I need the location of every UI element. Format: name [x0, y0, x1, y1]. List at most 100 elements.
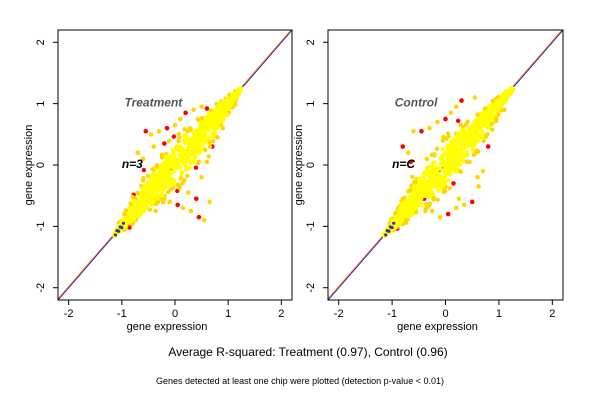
cloud-point: [447, 166, 452, 172]
outlier-point: [435, 119, 440, 125]
cloud-point: [484, 125, 490, 130]
cloud-point: [171, 178, 177, 183]
outlier-point: [191, 107, 196, 113]
cloud-point: [177, 164, 183, 170]
cloud-point: [211, 109, 217, 114]
cloud-point: [183, 165, 189, 170]
x-tick-label: 2: [278, 308, 284, 320]
cloud-point: [122, 211, 127, 217]
cloud-point: [463, 143, 469, 148]
outlier-point: [193, 196, 199, 202]
outlier-point: [476, 184, 481, 189]
cloud-point: [205, 136, 210, 142]
cloud-point: [472, 133, 478, 138]
cloud-point: [176, 139, 181, 144]
cloud-point: [185, 158, 191, 164]
cloud-point: [411, 180, 417, 185]
cloud-point: [223, 106, 229, 111]
cloud-point: [493, 103, 499, 109]
cloud-point: [122, 224, 128, 230]
cloud-point: [407, 210, 413, 216]
outlier-point: [164, 125, 170, 131]
x-tick-label: -2: [64, 308, 74, 320]
x-axis-title: gene expression: [397, 321, 478, 333]
cloud-point: [493, 116, 499, 121]
cloud-point: [483, 134, 488, 140]
cloud-point: [154, 164, 160, 169]
outlier-point: [453, 104, 459, 110]
cloud-point: [157, 172, 162, 177]
cloud-point: [409, 191, 414, 196]
cloud-point: [404, 202, 410, 208]
cloud-point: [431, 164, 436, 170]
y-axis-title: gene expression: [293, 125, 305, 206]
cloud-point: [155, 199, 161, 205]
outlier-point: [156, 128, 162, 134]
cloud-point: [175, 159, 180, 165]
cloud-point: [488, 104, 493, 109]
cloud-point: [461, 139, 467, 144]
cloud-point: [443, 150, 448, 156]
cloud-point: [467, 138, 473, 144]
cloud-point: [480, 130, 485, 136]
cloud-point: [154, 192, 159, 197]
cloud-point: [413, 200, 418, 206]
cloud-point: [414, 204, 419, 209]
cloud-point: [230, 96, 235, 101]
cloud-point: [433, 182, 438, 187]
cloud-point: [494, 99, 500, 105]
outlier-point: [456, 196, 462, 202]
cloud-point: [195, 150, 200, 156]
cloud-point: [414, 192, 419, 197]
cloud-end-point: [120, 225, 124, 230]
y-tick-label: 2: [305, 39, 317, 45]
cloud-point: [504, 94, 509, 99]
cloud-point: [131, 199, 136, 204]
outlier-point: [135, 150, 141, 156]
cloud-point: [395, 217, 400, 223]
cloud-point: [134, 211, 139, 216]
cloud-point: [145, 173, 151, 179]
x-tick-label: 1: [496, 308, 502, 320]
cloud-point: [189, 136, 195, 141]
cloud-point: [466, 128, 471, 133]
cloud-point: [159, 178, 164, 183]
cloud-point: [499, 103, 504, 109]
outlier-point: [461, 202, 467, 208]
cloud-point: [148, 181, 153, 187]
x-tick-label: -1: [387, 308, 397, 320]
outlier-point: [201, 217, 207, 223]
cloud-point: [482, 106, 487, 111]
cloud-point: [445, 131, 451, 136]
cloud-point: [198, 136, 204, 141]
cloud-point: [141, 176, 146, 181]
cloud-point: [166, 138, 172, 144]
average-r-squared-caption: Average R-squared: Treatment (0.97), Con…: [168, 345, 447, 359]
cloud-point: [150, 188, 156, 193]
outlier-point: [172, 122, 178, 128]
cloud-point: [237, 87, 242, 92]
cloud-point: [195, 160, 201, 166]
cloud-point: [435, 197, 440, 202]
y-tick-label: 0: [35, 162, 47, 168]
outlier-point: [188, 208, 194, 214]
panel-title: Control: [395, 96, 438, 110]
cloud-point: [211, 116, 217, 121]
cloud-point: [144, 181, 150, 187]
cloud-point: [131, 217, 137, 222]
cloud-point: [417, 201, 423, 206]
cloud-point: [159, 192, 164, 198]
cloud-point: [420, 187, 425, 192]
cloud-end-point: [392, 221, 396, 225]
cloud-point: [164, 181, 169, 187]
cloud-point: [195, 129, 201, 135]
cloud-point: [195, 117, 201, 122]
outlier-point: [448, 110, 454, 116]
cloud-point: [158, 187, 164, 192]
cloud-point: [471, 124, 477, 129]
cloud-point: [457, 132, 462, 137]
cloud-point: [177, 135, 182, 140]
cloud-point: [461, 153, 466, 159]
cloud-point: [436, 166, 442, 171]
